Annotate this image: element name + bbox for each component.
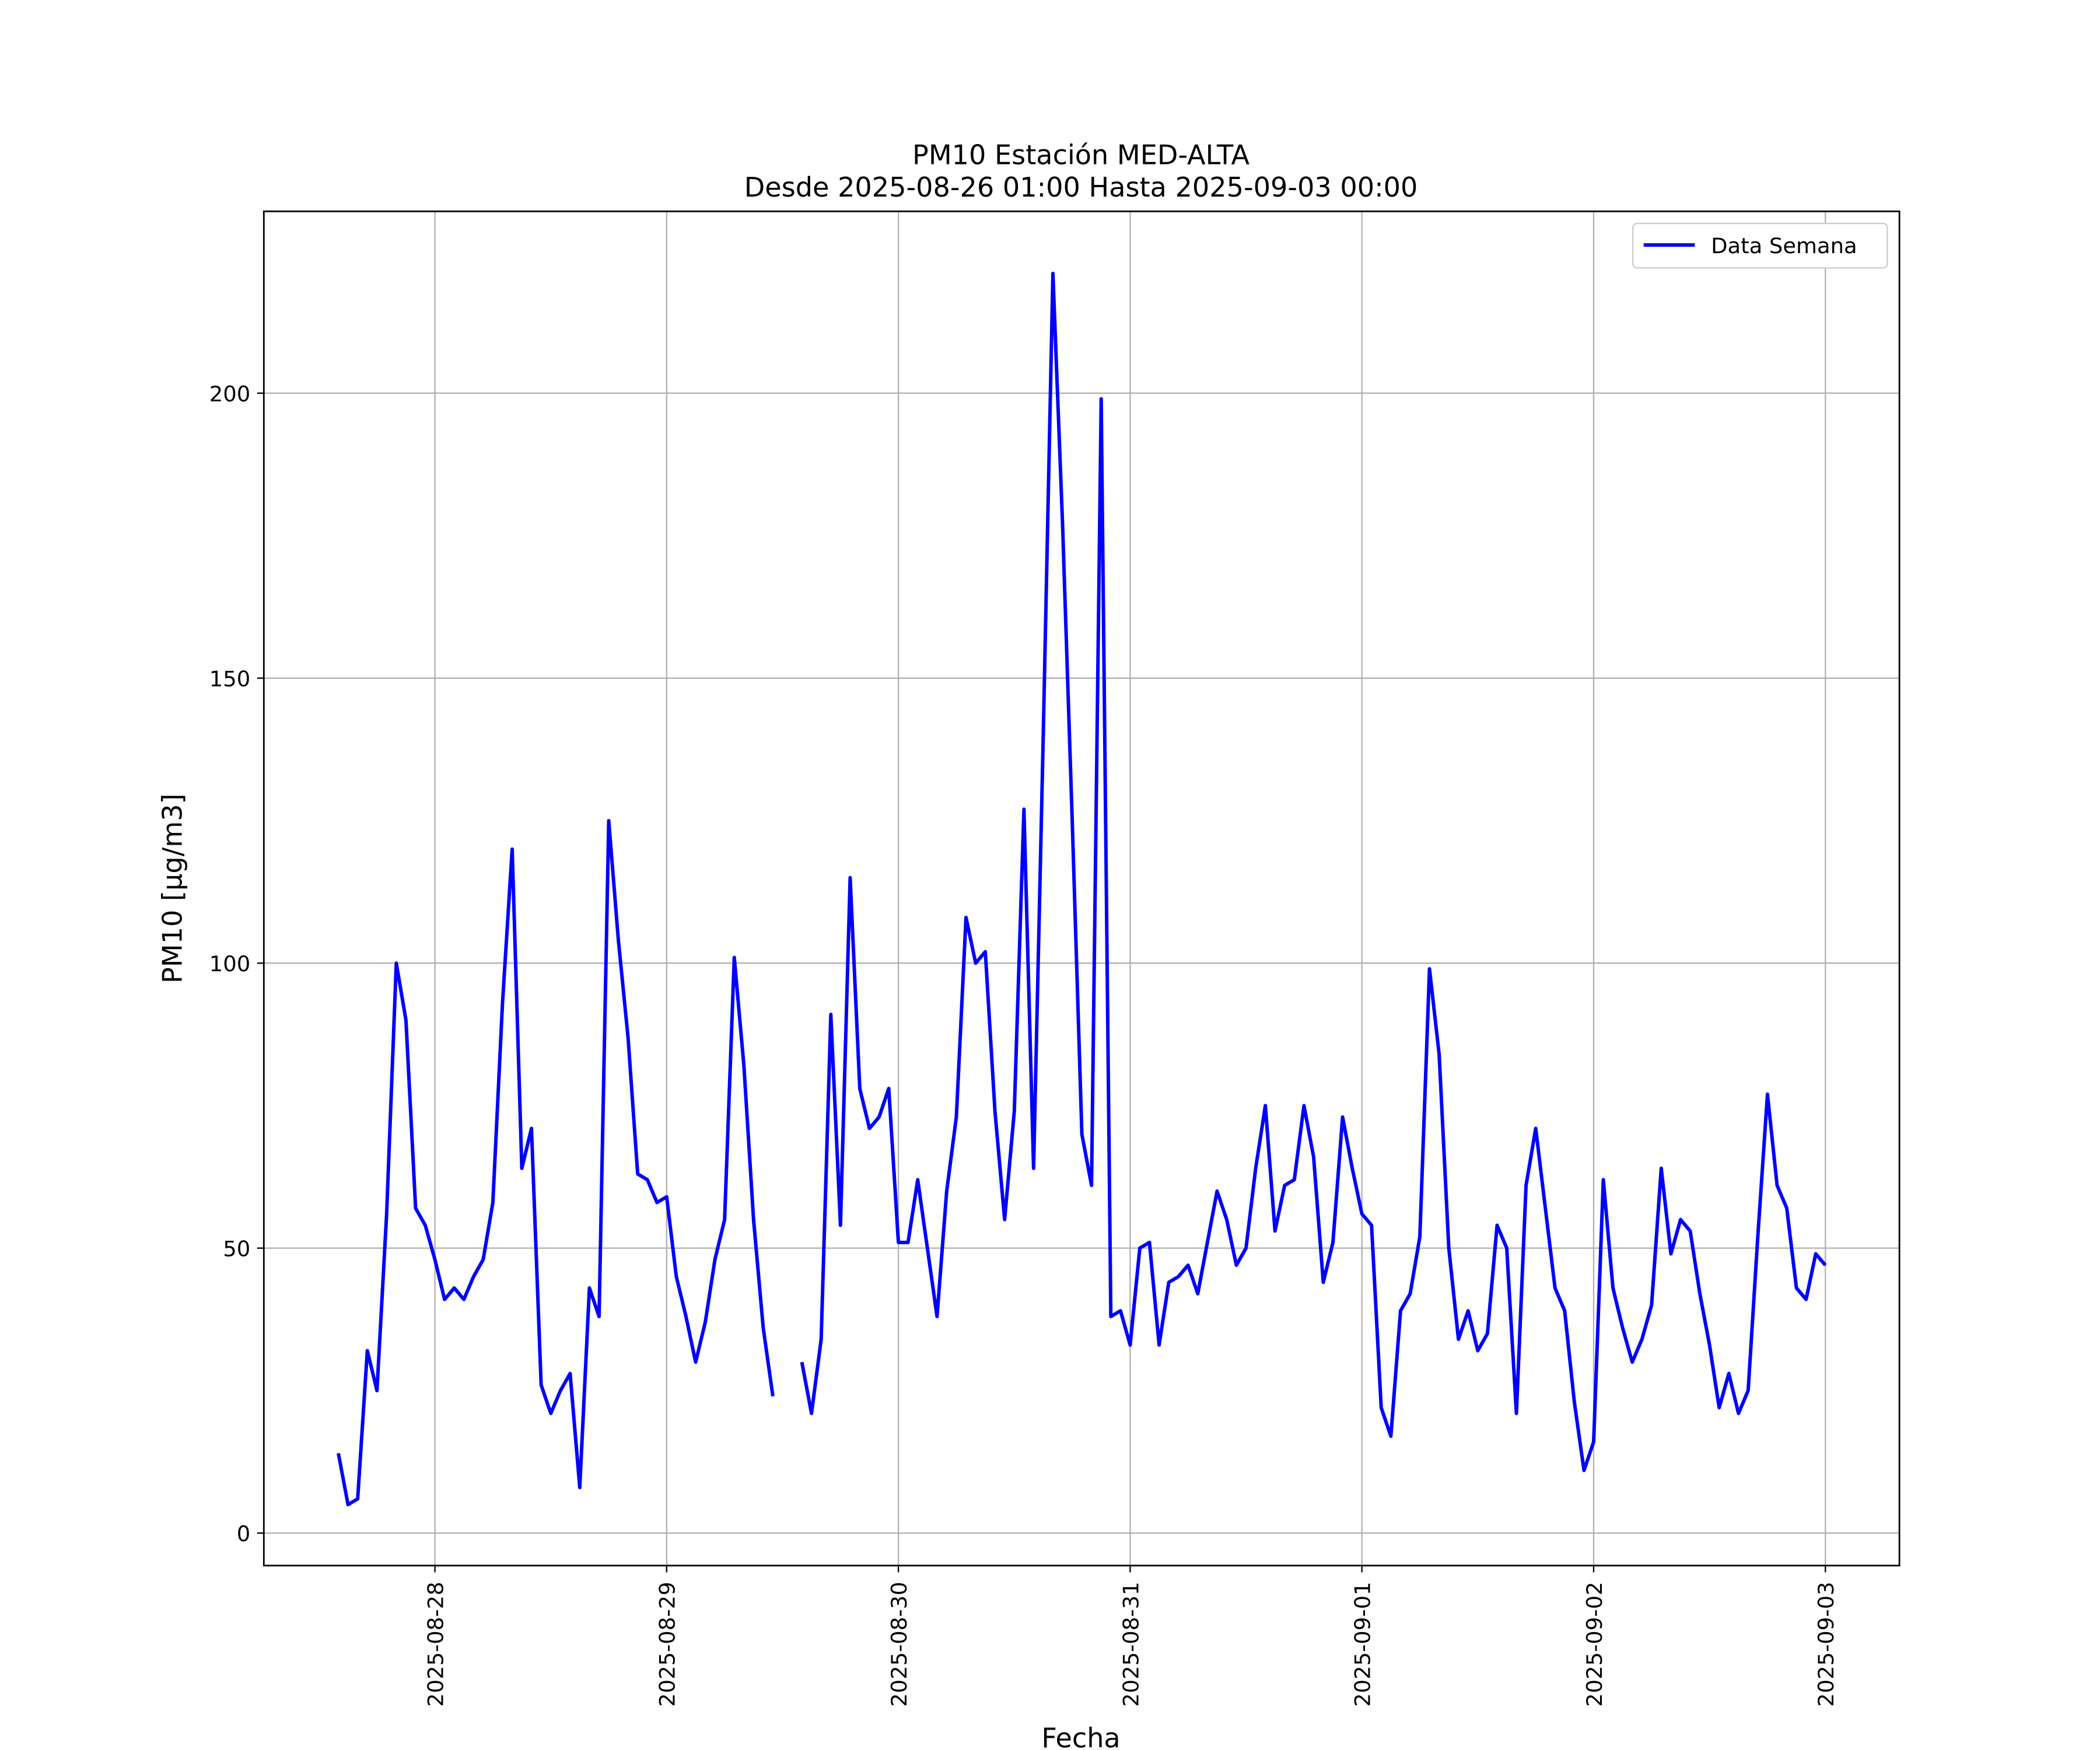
chart-subtitle: Desde 2025-08-26 01:00 Hasta 2025-09-03 …: [744, 172, 1418, 203]
y-tick-label: 100: [209, 951, 250, 977]
data-line: [337, 271, 1827, 1507]
legend-label: Data Semana: [1711, 233, 1857, 258]
y-tick-label: 150: [209, 666, 250, 691]
x-tick-label: 2025-08-30: [887, 1582, 912, 1707]
x-tick-label: 2025-08-29: [655, 1582, 680, 1707]
x-tick-label: 2025-09-02: [1582, 1582, 1607, 1707]
x-tick-label: 2025-09-03: [1814, 1582, 1839, 1707]
x-axis-label: Fecha: [1041, 1722, 1120, 1750]
y-tick-label: 200: [209, 382, 250, 407]
x-tick-label: 2025-09-01: [1350, 1582, 1376, 1707]
legend-box: [1632, 222, 1888, 269]
x-tick-label: 2025-08-31: [1118, 1582, 1143, 1707]
chart-title: PM10 Estación MED-ALTA: [912, 139, 1250, 171]
y-tick-label: 50: [223, 1236, 250, 1261]
plot-frame: [262, 210, 1901, 1567]
y-tick-label: 0: [237, 1521, 250, 1546]
x-tick-label: 2025-08-28: [423, 1582, 448, 1707]
y-axis-label: PM10 [μg/m3]: [157, 793, 188, 984]
